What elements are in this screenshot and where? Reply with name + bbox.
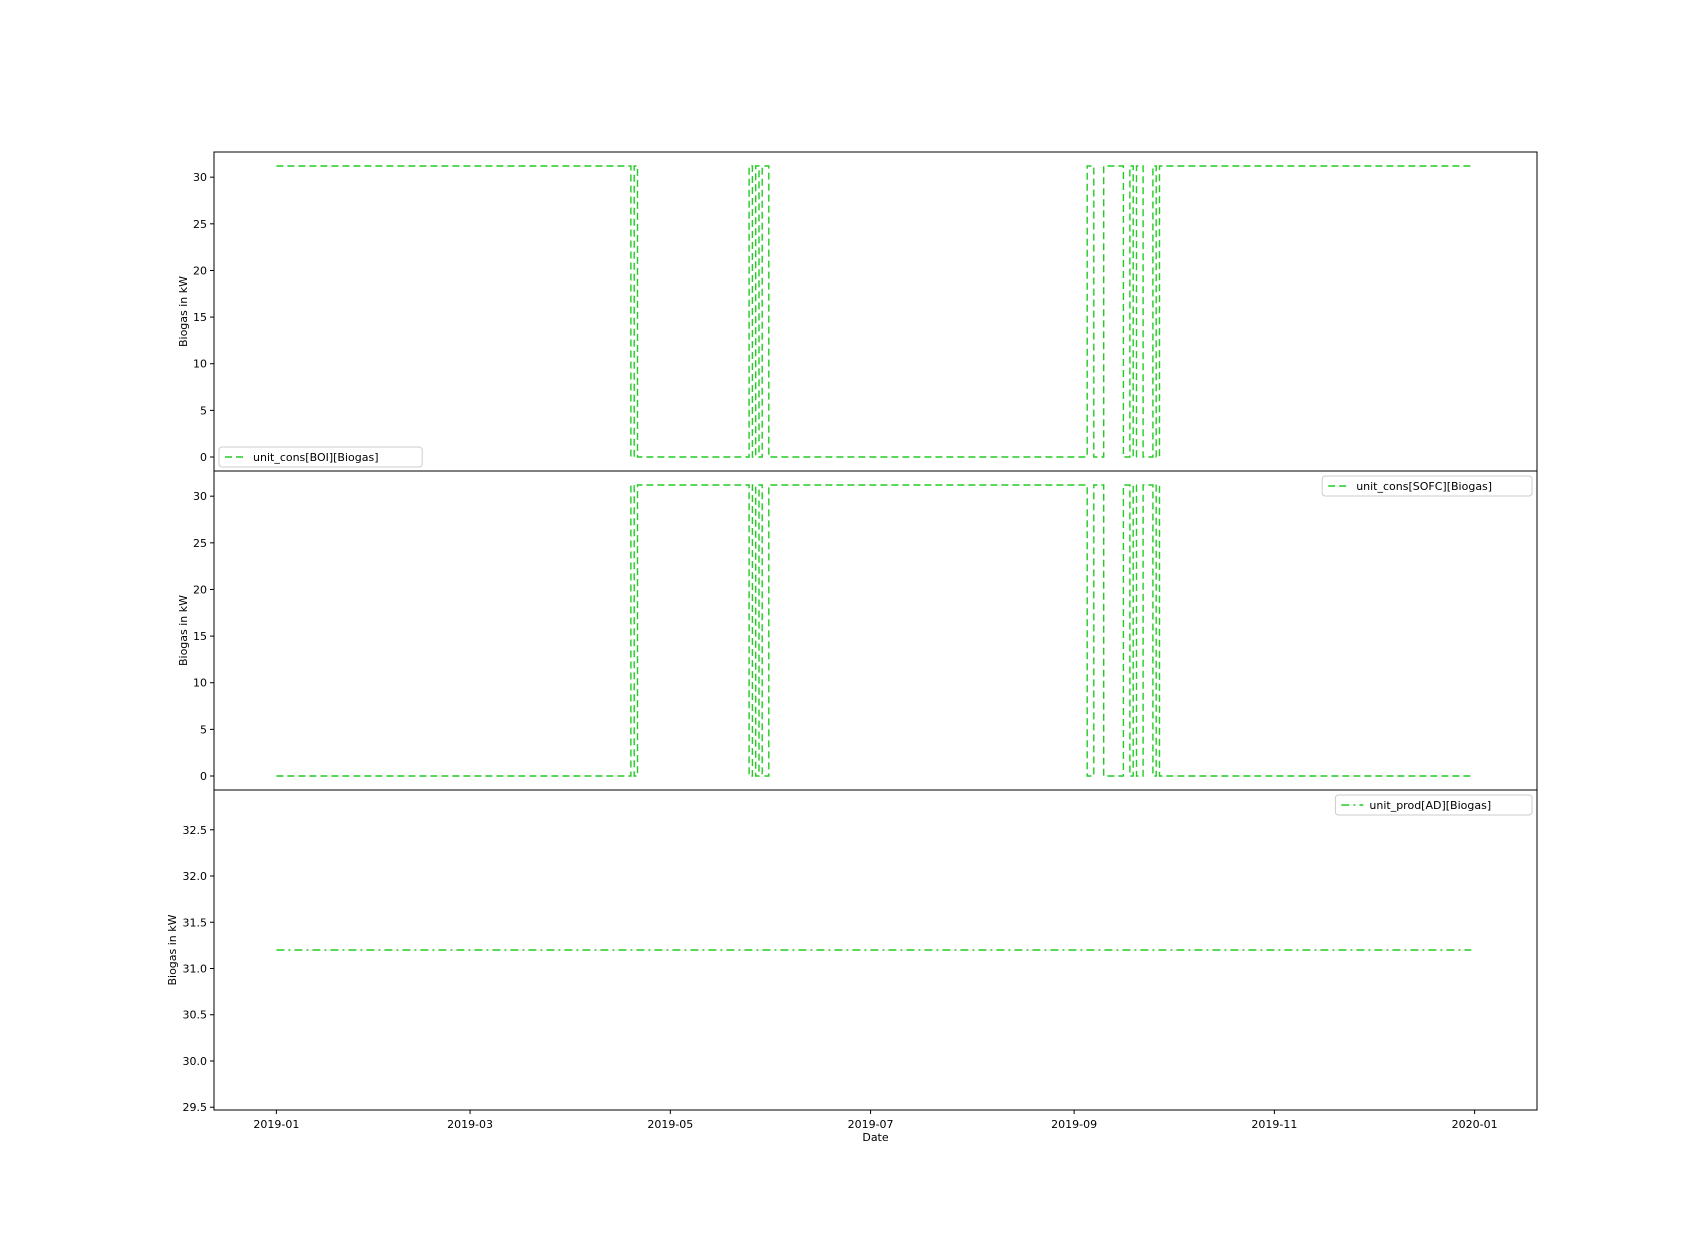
x-tick-label: 2019-09 <box>1051 1118 1097 1131</box>
y-tick-label: 20 <box>193 264 207 277</box>
subplot-1: 0 5 10 15 20 25 30 Biogas in kW unit_cons[BOI][B… <box>177 151 1538 472</box>
y-tick-label: 31.0 <box>183 962 208 975</box>
legend-box <box>1334 794 1533 816</box>
y-tick-label: 30.0 <box>183 1055 208 1068</box>
series-line-1 <box>276 484 1472 777</box>
legend: unit_cons[SOFC][Biogas] <box>1321 475 1533 497</box>
y-tick-label: 31.5 <box>183 916 208 929</box>
x-tick-label: 2019-03 <box>447 1118 493 1131</box>
legend-label: unit_cons[SOFC][Biogas] <box>1356 480 1492 493</box>
series-line-1 <box>276 165 1472 458</box>
y-tick-label: 20 <box>193 583 207 596</box>
subplot-2: 0 5 10 15 20 25 30 Biogas in kW unit_cons[SOFC][… <box>177 470 1538 791</box>
x-tick-label: 2019-07 <box>848 1118 894 1131</box>
y-tick-label: 5 <box>200 723 207 736</box>
y-tick-label: 5 <box>200 404 207 417</box>
y-tick-label: 0 <box>200 770 207 783</box>
x-tick-label: 2019-11 <box>1251 1118 1297 1131</box>
y-tick-label: 15 <box>193 630 207 643</box>
legend-box <box>218 446 423 468</box>
x-tick-label: 2020-01 <box>1452 1118 1498 1131</box>
y-axis-label: Biogas in kW <box>177 276 190 347</box>
y-tick-label: 30 <box>193 490 207 503</box>
y-tick-label: 10 <box>193 358 207 371</box>
y-tick-label: 30.5 <box>183 1009 208 1022</box>
legend-box <box>1321 475 1533 497</box>
y-tick-label: 32.0 <box>183 870 208 883</box>
y-tick-label: 30 <box>193 171 207 184</box>
x-tick-label: 2019-01 <box>253 1118 299 1131</box>
legend-label: unit_cons[BOI][Biogas] <box>253 451 379 464</box>
legend-label: unit_prod[AD][Biogas] <box>1369 799 1491 812</box>
y-tick-label: 10 <box>193 677 207 690</box>
y-tick-label: 32.5 <box>183 824 208 837</box>
y-tick-label: 0 <box>200 451 207 464</box>
x-axis-label: Date <box>862 1131 889 1144</box>
legend: unit_cons[BOI][Biogas] <box>218 446 423 468</box>
x-tick-label: 2019-05 <box>647 1118 693 1131</box>
y-tick-label: 15 <box>193 311 207 324</box>
y-tick-label: 29.5 <box>183 1101 208 1114</box>
y-axis-label: Biogas in kW <box>177 595 190 666</box>
y-tick-label: 25 <box>193 537 207 550</box>
y-axis-label: Biogas in kW <box>166 914 179 985</box>
y-tick-label: 25 <box>193 218 207 231</box>
subplot-3: 29.5 30.0 30.5 31.0 31.5 32.0 32.5 Biogas in kW… <box>166 789 1538 1144</box>
legend: unit_prod[AD][Biogas] <box>1334 794 1533 816</box>
axes-frame <box>213 789 1538 1111</box>
